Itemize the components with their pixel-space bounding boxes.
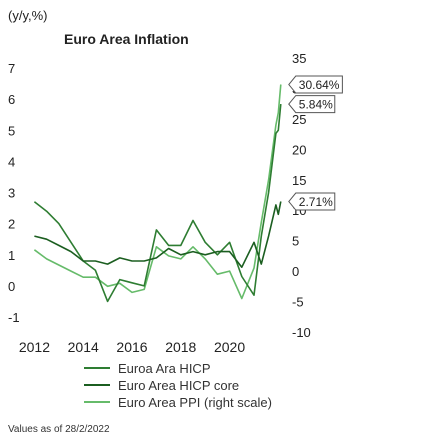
chart-canvas: 76543210-135302520151050-5-1020122014201… — [8, 51, 343, 355]
legend-swatch-core — [84, 384, 110, 386]
value-label-box — [288, 95, 336, 114]
legend-swatch-ppi — [84, 401, 110, 403]
value-label-text: 5.84% — [299, 98, 333, 112]
x-tick-label: 2018 — [165, 339, 196, 355]
value-label-box — [288, 192, 336, 211]
left-tick-label: 0 — [8, 279, 15, 294]
x-tick-label: 2012 — [19, 339, 50, 355]
series-line-1 — [34, 201, 282, 269]
series-line-2 — [33, 84, 282, 300]
value-label-text: 30.64% — [299, 78, 340, 92]
right-tick-label: -10 — [292, 325, 311, 340]
legend-item-core: Euro Area HICP core — [84, 377, 272, 393]
value-label-text: 2.71% — [299, 195, 333, 209]
right-tick-label: -5 — [292, 295, 304, 310]
right-tick-label: 0 — [292, 264, 299, 279]
series-line-0 — [33, 104, 282, 303]
legend-swatch-hicp — [84, 367, 110, 369]
right-tick-label: 25 — [292, 112, 306, 127]
chart-title: Euro Area Inflation — [64, 31, 189, 47]
left-tick-label: 5 — [8, 123, 15, 138]
left-tick-label: 1 — [8, 248, 15, 263]
left-tick-label: 4 — [8, 154, 15, 169]
left-tick-label: 6 — [8, 92, 15, 107]
legend-label-hicp: Euroa Ara HICP — [118, 360, 211, 376]
right-tick-label: 15 — [292, 173, 306, 188]
legend-label-core: Euro Area HICP core — [118, 377, 240, 393]
data-note: Values as of 28/2/2022 — [8, 424, 110, 435]
right-tick-label: 5 — [292, 234, 299, 249]
value-label-box — [288, 75, 343, 94]
right-tick-label: 20 — [292, 142, 306, 157]
legend-label-ppi: Euro Area PPI (right scale) — [118, 394, 272, 410]
left-tick-label: 3 — [8, 186, 15, 201]
right-tick-label: 35 — [292, 51, 306, 66]
left-tick-label: 2 — [8, 217, 15, 232]
left-tick-label: -1 — [8, 310, 20, 325]
legend-item-hicp: Euroa Ara HICP — [84, 360, 272, 376]
legend-item-ppi: Euro Area PPI (right scale) — [84, 394, 272, 410]
left-axis-unit: (y/y,%) — [8, 8, 48, 23]
left-tick-label: 7 — [8, 61, 15, 76]
legend: Euroa Ara HICP Euro Area HICP core Euro … — [84, 360, 272, 411]
x-tick-label: 2014 — [68, 339, 99, 355]
x-tick-label: 2020 — [214, 339, 245, 355]
x-tick-label: 2016 — [116, 339, 147, 355]
